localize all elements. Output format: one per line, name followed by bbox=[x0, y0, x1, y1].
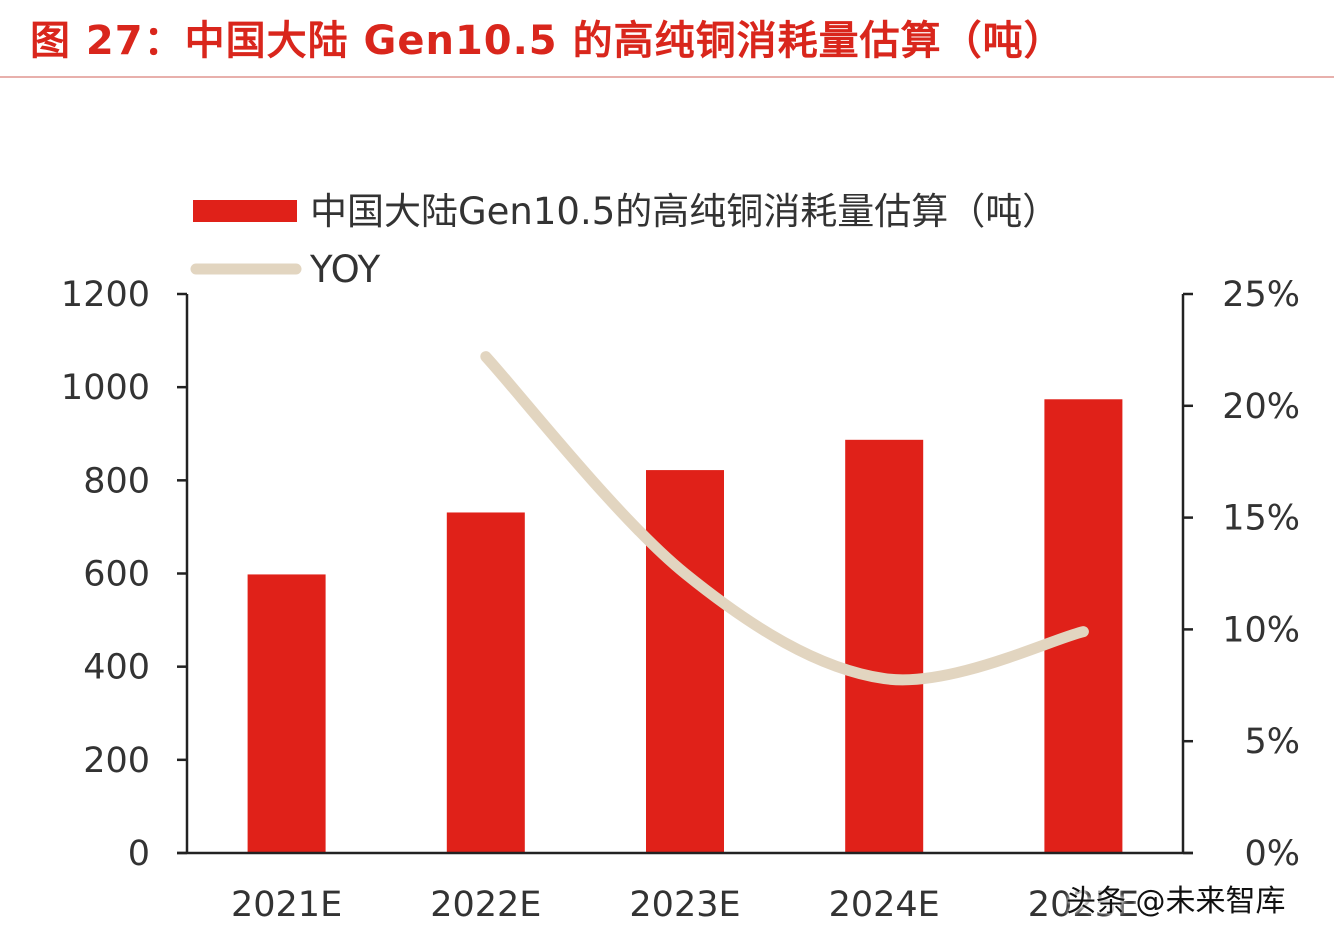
bar-series bbox=[247, 399, 1123, 853]
right-tick-label: 5% bbox=[1244, 722, 1300, 762]
left-tick-label: 0 bbox=[128, 834, 150, 874]
right-tick-label: 10% bbox=[1222, 610, 1300, 650]
right-tick-label: 25% bbox=[1222, 275, 1300, 315]
left-tick-label: 200 bbox=[83, 741, 150, 781]
bar-2021E bbox=[247, 574, 326, 853]
left-tick-label: 600 bbox=[83, 555, 150, 595]
axes: 0 200 400 600 800 1000 1200 0% 5% 10% 15% 20% 25% 202… bbox=[61, 275, 1300, 925]
yoy-line bbox=[480, 351, 1089, 686]
left-tick-label: 400 bbox=[83, 648, 150, 688]
right-tick-label: 0% bbox=[1244, 834, 1300, 874]
title-divider bbox=[0, 76, 1334, 78]
x-tick-label: 2024E bbox=[829, 885, 940, 925]
bar-2023E bbox=[646, 470, 724, 853]
x-tick-label: 2023E bbox=[629, 885, 740, 925]
bar-2022E bbox=[446, 512, 525, 853]
x-tick-label: 2025E bbox=[1028, 885, 1139, 925]
legend: 中国大陆Gen10.5的高纯铜消耗量估算（吨） YOY bbox=[190, 190, 1059, 291]
legend-label-line: YOY bbox=[309, 248, 381, 291]
figure-title: 图 27：中国大陆 Gen10.5 的高纯铜消耗量估算（吨） bbox=[30, 18, 1065, 64]
left-tick-label: 1000 bbox=[61, 368, 150, 408]
watermark: 头条 @未来智库 bbox=[1066, 884, 1286, 919]
right-tick-label: 15% bbox=[1222, 499, 1300, 539]
left-tick-label: 1200 bbox=[61, 275, 150, 315]
legend-swatch-bar bbox=[193, 200, 297, 222]
bar-2024E bbox=[845, 439, 924, 853]
legend-label-bar: 中国大陆Gen10.5的高纯铜消耗量估算（吨） bbox=[310, 190, 1059, 233]
yoy-series bbox=[480, 351, 1089, 686]
right-tick-label: 20% bbox=[1222, 387, 1300, 427]
x-tick-label: 2021E bbox=[231, 885, 342, 925]
left-tick-label: 800 bbox=[83, 461, 150, 501]
x-tick-label: 2022E bbox=[430, 885, 541, 925]
